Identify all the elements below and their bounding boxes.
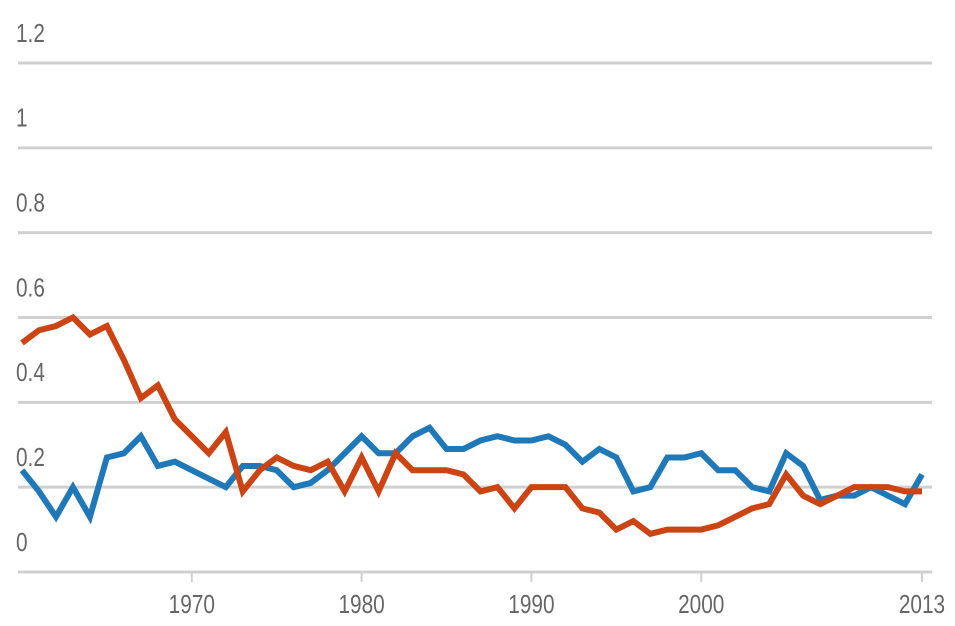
line-series <box>19 424 925 525</box>
x-tick-label: 2013 <box>899 590 945 619</box>
y-tick-label: 0.2 <box>16 443 45 472</box>
x-tick-label: 1970 <box>169 590 215 619</box>
y-tick-label: 1 <box>16 104 28 133</box>
x-tick-label: 1990 <box>508 590 554 619</box>
y-tick-label: 0.8 <box>16 188 45 217</box>
y-tick-label: 0.4 <box>16 358 45 387</box>
y-tick-label: 1.2 <box>16 19 45 48</box>
y-tick-label: 0 <box>16 528 28 557</box>
x-tick-label: 1980 <box>338 590 384 619</box>
line-series <box>20 313 922 538</box>
y-tick-label: 0.6 <box>16 273 45 302</box>
x-tick-label: 2000 <box>678 590 724 619</box>
